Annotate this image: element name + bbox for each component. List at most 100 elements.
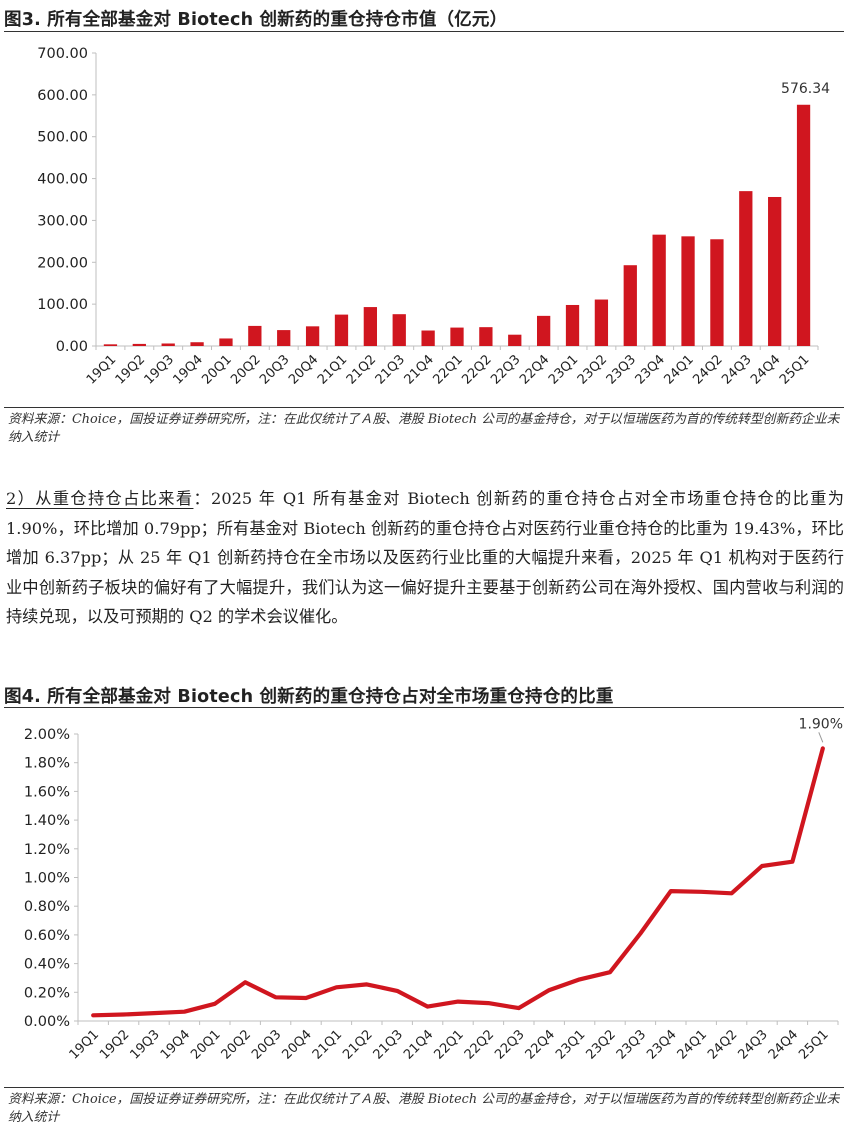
fig4-y-tick-label: 1.20% [24, 842, 70, 858]
fig3-y-tick-label: 300.00 [37, 213, 88, 229]
fig3-bar [479, 327, 493, 346]
fig3-x-tick-label: 19Q1 [84, 352, 119, 387]
fig4-x-tick-label: 23Q4 [644, 1027, 679, 1062]
fig3-x-tick-label: 22Q1 [430, 352, 465, 387]
figure4-title: 图4. 所有全部基金对 Biotech 创新药的重仓持仓占对全市场重仓持仓的比重 [4, 687, 614, 707]
fig3-x-tick-label: 24Q1 [661, 352, 696, 387]
fig3-x-tick-label: 19Q4 [171, 352, 206, 387]
fig3-bar [623, 265, 637, 346]
fig3-x-tick-label: 20Q2 [228, 352, 263, 387]
fig4-x-tick-label: 22Q1 [431, 1027, 466, 1062]
fig3-x-tick-label: 24Q2 [690, 352, 725, 387]
fig3-bar [248, 325, 262, 346]
fig4-x-tick-label: 25Q1 [796, 1027, 831, 1062]
fig3-bar [277, 330, 291, 346]
fig4-data-label: 1.90% [799, 716, 843, 732]
body-lead-heading: 2）从重仓持仓占比来看 [6, 489, 194, 508]
fig3-x-tick-label: 19Q2 [113, 352, 148, 387]
fig3-y-tick-label: 100.00 [37, 297, 88, 313]
fig3-bar [305, 326, 320, 346]
fig3-bar [565, 304, 580, 346]
fig4-x-tick-label: 23Q3 [614, 1027, 649, 1062]
fig3-x-tick-label: 23Q4 [633, 352, 668, 387]
fig4-x-tick-label: 19Q2 [97, 1027, 132, 1062]
fig4-y-tick-label: 0.40% [24, 957, 70, 973]
figure4-title-rule [4, 707, 844, 708]
fig3-x-tick-label: 23Q1 [546, 352, 581, 387]
fig4-x-tick-label: 23Q1 [553, 1027, 588, 1062]
fig3-y-tick-label: 600.00 [37, 88, 88, 104]
fig3-x-tick-label: 23Q2 [575, 352, 610, 387]
figure3-bar-chart: 0.00 100.00 200.00 300.00 400.00 500.00 600.00… [37, 46, 830, 388]
fig4-y-tick-label: 0.80% [24, 899, 70, 915]
fig4-x-tick-label: 19Q4 [158, 1027, 193, 1062]
fig3-x-tick-label: 24Q4 [748, 352, 783, 387]
fig3-bar [392, 314, 406, 346]
fig3-x-tick-label: 22Q2 [459, 352, 494, 387]
fig3-bar [536, 315, 551, 346]
fig3-bar [219, 338, 233, 346]
fig3-x-tick-label: 21Q2 [344, 352, 379, 387]
fig3-x-tick-label: 20Q3 [257, 352, 292, 387]
fig3-x-tick-label: 21Q3 [373, 352, 408, 387]
fig4-x-tick-label: 24Q4 [766, 1027, 801, 1062]
fig4-data-label-leader [818, 732, 824, 743]
figure3-title-rule [4, 31, 844, 32]
fig4-x-tick-label: 20Q4 [279, 1027, 314, 1062]
fig4-y-tick-label: 0.60% [24, 928, 70, 944]
fig3-bar [594, 299, 609, 346]
fig4-y-tick-label: 1.80% [24, 756, 70, 772]
fig4-x-tick-label: 20Q2 [219, 1027, 254, 1062]
fig3-bar [190, 342, 204, 346]
fig3-x-tick-label: 23Q3 [604, 352, 639, 387]
fig4-y-tick-label: 1.60% [24, 784, 70, 800]
fig3-bar [334, 314, 349, 346]
fig3-x-tick-label: 20Q1 [199, 352, 234, 387]
fig4-x-tick-label: 21Q4 [401, 1027, 436, 1062]
fig4-x-tick-label: 23Q2 [583, 1027, 618, 1062]
fig4-x-tick-label: 19Q3 [127, 1027, 162, 1062]
fig4-x-tick-label: 24Q2 [705, 1027, 740, 1062]
fig3-y-tick-label: 500.00 [37, 130, 88, 146]
fig3-x-tick-label: 25Q1 [777, 352, 812, 387]
fig3-bar [161, 343, 175, 346]
fig4-x-tick-label: 20Q1 [188, 1027, 223, 1062]
fig4-y-tick-label: 2.00% [24, 727, 70, 743]
fig3-x-tick-label: 22Q4 [517, 352, 552, 387]
fig3-bar [132, 343, 146, 346]
fig4-y-tick-label: 1.40% [24, 813, 70, 829]
fig3-bar [363, 307, 378, 346]
fig3-x-tick-label: 20Q4 [286, 352, 321, 387]
fig3-bar [103, 344, 118, 346]
fig4-x-tick-label: 21Q3 [371, 1027, 406, 1062]
fig3-bar [450, 327, 464, 346]
fig4-x-tick-label: 24Q3 [735, 1027, 770, 1062]
fig4-y-tick-label: 0.20% [24, 985, 70, 1001]
figure4-line-chart: 0.00% 0.20% 0.40% 0.60% 0.80% 1.00% 1.20% 1.40%… [24, 716, 843, 1062]
fig3-y-tick-label: 0.00 [56, 339, 88, 355]
fig4-y-tick-label: 0.00% [24, 1014, 70, 1030]
fig3-bar [508, 334, 522, 346]
fig4-x-tick-label: 21Q1 [310, 1027, 345, 1062]
fig4-x-tick-label: 24Q1 [675, 1027, 710, 1062]
fig3-x-tick-label: 21Q1 [315, 352, 350, 387]
fig3-bar [681, 236, 695, 346]
fig3-y-tick-label: 700.00 [37, 46, 88, 62]
figure4-source-rule [4, 1087, 844, 1088]
fig3-bar [421, 330, 435, 346]
fig4-x-tick-label: 20Q3 [249, 1027, 284, 1062]
body-paragraph: 2）从重仓持仓占比来看：2025 年 Q1 所有基金对 Biotech 创新药的… [6, 484, 844, 632]
figure3-source-note: 资料来源：Choice，国投证券证券研究所，注：在此仅统计了Ａ股、港股 Biot… [8, 412, 840, 445]
fig4-x-tick-label: 19Q1 [67, 1027, 102, 1062]
fig3-bar [710, 239, 724, 346]
fig3-x-tick-label: 19Q3 [142, 352, 177, 387]
fig3-data-label: 576.34 [781, 81, 830, 97]
fig3-y-tick-label: 200.00 [37, 255, 88, 271]
fig3-x-tick-label: 24Q3 [719, 352, 754, 387]
fig4-x-tick-label: 22Q2 [462, 1027, 497, 1062]
figure3-source-rule [4, 407, 844, 408]
fig4-x-tick-label: 22Q4 [523, 1027, 558, 1062]
body-text: ：2025 年 Q1 所有基金对 Biotech 创新药的重仓持仓占对全市场重仓… [6, 489, 844, 626]
fig3-bar [652, 234, 666, 346]
fig3-x-tick-label: 22Q3 [488, 352, 523, 387]
